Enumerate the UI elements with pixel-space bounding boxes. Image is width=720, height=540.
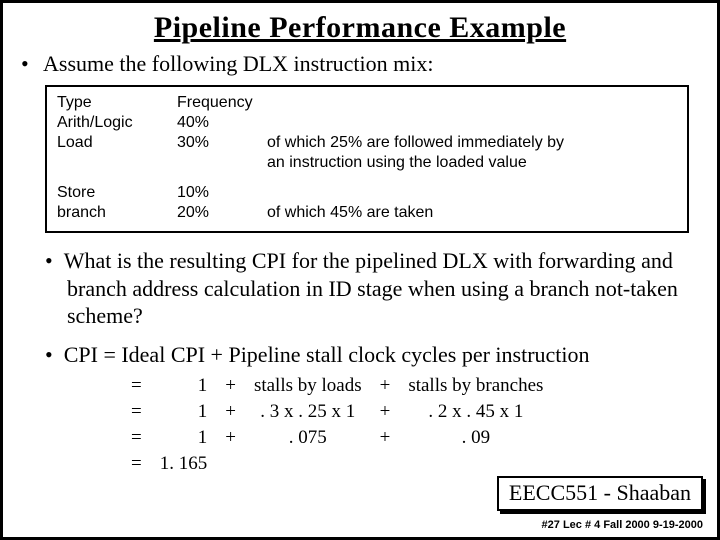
cpi-plus: [217, 452, 244, 476]
mix-freq: 10%: [177, 183, 267, 203]
mix-gap: [57, 173, 677, 183]
mix-type: branch: [57, 203, 177, 223]
cpi-header-text: CPI = Ideal CPI + Pipeline stall clock c…: [64, 342, 590, 367]
cpi-eq: =: [123, 374, 150, 398]
cpi-a: 1. 165: [152, 452, 216, 476]
cpi-header-bullet: • CPI = Ideal CPI + Pipeline stall clock…: [45, 342, 699, 368]
cpi-plus: [372, 452, 399, 476]
mix-type: [57, 153, 177, 173]
cpi-b: stalls by loads: [246, 374, 370, 398]
mix-row: branch 20% of which 45% are taken: [57, 203, 677, 223]
cpi-eq: =: [123, 426, 150, 450]
slide-title: Pipeline Performance Example: [21, 11, 699, 45]
cpi-a: 1: [152, 374, 216, 398]
mix-freq: [177, 153, 267, 173]
question-text: What is the resulting CPI for the pipeli…: [64, 248, 678, 328]
mix-header-freq: Frequency: [177, 93, 267, 113]
cpi-row: = 1 + stalls by loads + stalls by branch…: [123, 374, 551, 398]
footer-badge: EECC551 - Shaaban: [497, 476, 703, 511]
mix-note: of which 25% are followed immediately by: [267, 133, 677, 153]
question-bullet: • What is the resulting CPI for the pipe…: [45, 247, 699, 330]
mix-row: Store 10%: [57, 183, 677, 203]
cpi-row: = 1 + . 075 + . 09: [123, 426, 551, 450]
mix-row: Arith/Logic 40%: [57, 113, 677, 133]
assume-bullet: •Assume the following DLX instruction mi…: [21, 51, 699, 77]
cpi-a: 1: [152, 400, 216, 424]
mix-note: of which 45% are taken: [267, 203, 677, 223]
mix-row: Load 30% of which 25% are followed immed…: [57, 133, 677, 153]
bullet-dot: •: [45, 342, 64, 367]
bullet-dot: •: [21, 51, 43, 77]
slide-frame: Pipeline Performance Example •Assume the…: [0, 0, 720, 540]
mix-type: Load: [57, 133, 177, 153]
cpi-plus: +: [372, 426, 399, 450]
mix-note: [267, 183, 677, 203]
bullet-dot: •: [45, 248, 64, 273]
cpi-b: . 075: [246, 426, 370, 450]
mix-type: Store: [57, 183, 177, 203]
cpi-a: 1: [152, 426, 216, 450]
cpi-c: . 09: [400, 426, 551, 450]
mix-freq: 20%: [177, 203, 267, 223]
cpi-eq: =: [123, 400, 150, 424]
cpi-row: = 1 + . 3 x . 25 x 1 + . 2 x . 45 x 1: [123, 400, 551, 424]
mix-note: [267, 113, 677, 133]
cpi-eq: =: [123, 452, 150, 476]
cpi-row: = 1. 165: [123, 452, 551, 476]
mix-note: an instruction using the loaded value: [267, 153, 677, 173]
cpi-plus: +: [217, 374, 244, 398]
assume-text: Assume the following DLX instruction mix…: [43, 51, 433, 76]
mix-row: an instruction using the loaded value: [57, 153, 677, 173]
cpi-plus: +: [217, 426, 244, 450]
cpi-b: . 3 x . 25 x 1: [246, 400, 370, 424]
mix-header-type: Type: [57, 93, 177, 113]
cpi-c: stalls by branches: [400, 374, 551, 398]
instruction-mix-box: Type Frequency Arith/Logic 40% Load 30% …: [45, 85, 689, 233]
mix-header-note: [267, 93, 677, 113]
cpi-plus: +: [217, 400, 244, 424]
cpi-c: [400, 452, 551, 476]
mix-freq: 30%: [177, 133, 267, 153]
mix-header-row: Type Frequency: [57, 93, 677, 113]
cpi-plus: +: [372, 400, 399, 424]
cpi-table: = 1 + stalls by loads + stalls by branch…: [121, 372, 553, 478]
cpi-c: . 2 x . 45 x 1: [400, 400, 551, 424]
cpi-plus: +: [372, 374, 399, 398]
footer-note: #27 Lec # 4 Fall 2000 9-19-2000: [542, 519, 703, 531]
mix-type: Arith/Logic: [57, 113, 177, 133]
mix-freq: 40%: [177, 113, 267, 133]
cpi-b: [246, 452, 370, 476]
